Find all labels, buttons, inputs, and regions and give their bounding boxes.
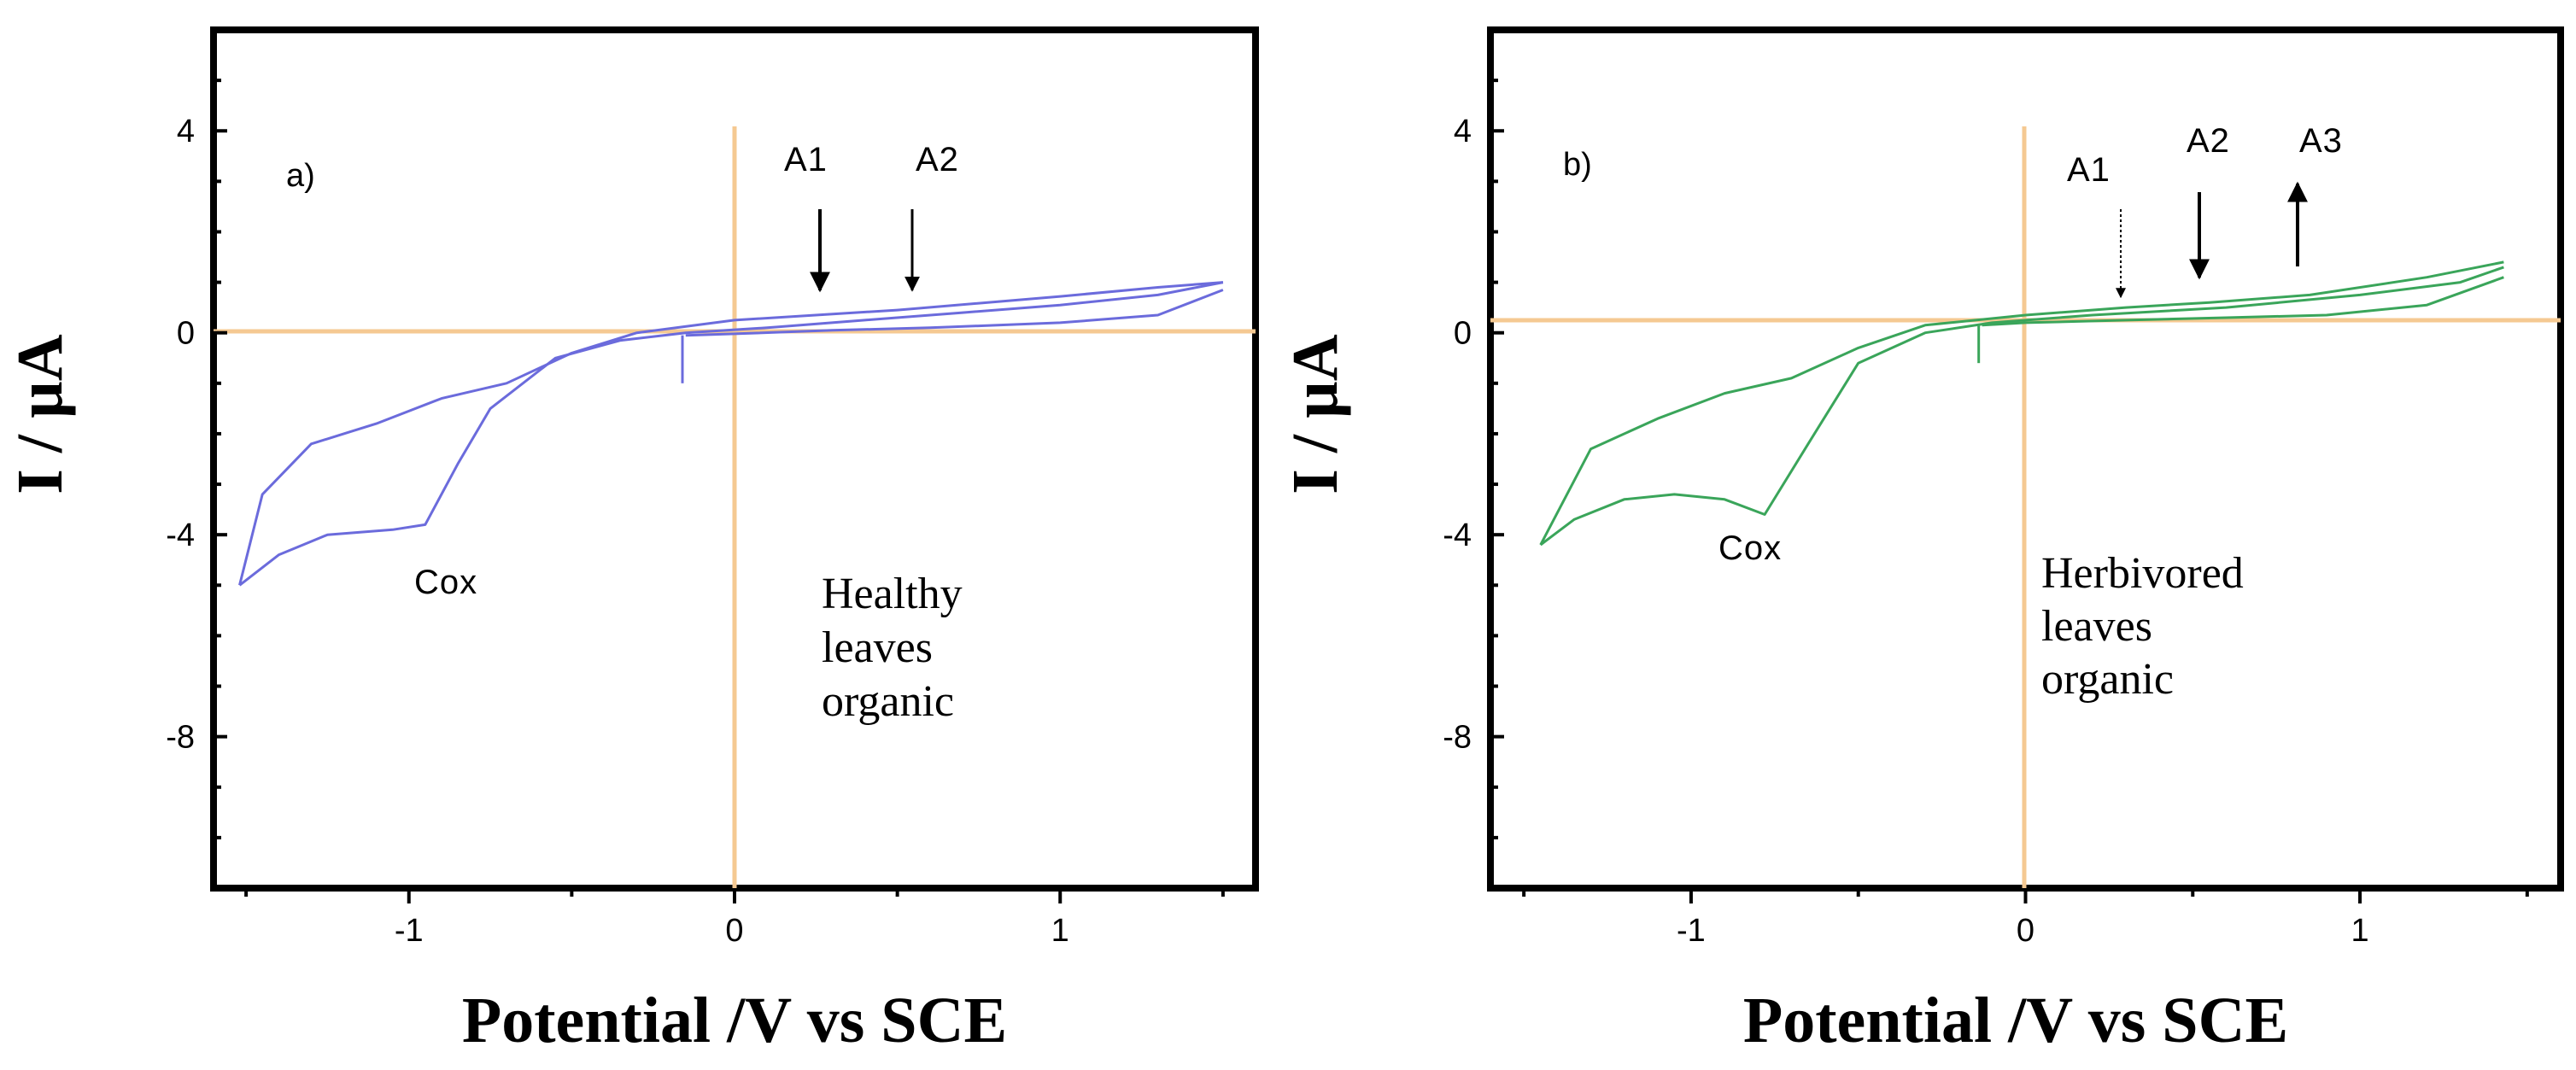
x-tick-label: 0	[725, 913, 743, 949]
peak-label-a2: A2	[2187, 122, 2230, 160]
y-tick-label: 4	[177, 114, 195, 149]
sample-label-line-3: organic	[2041, 655, 2174, 704]
y-axis-title: I / µA	[1279, 334, 1351, 494]
peak-label-a1: A1	[2067, 151, 2111, 189]
panel-b: 4 0 -4 -8 -1 0 1 b) A1 A2 A3 Cox Herbivored le…	[1279, 26, 2564, 1056]
sample-label-line-1: Healthy	[822, 570, 963, 618]
sample-label-line-2: leaves	[822, 623, 933, 672]
sample-label-line-2: leaves	[2041, 602, 2152, 651]
panel-label: b)	[1563, 147, 1592, 183]
panel-a: 4 0 -4 -8 -1 0 1 a) A1 A2 Cox Healthy leaves o…	[4, 26, 1259, 1056]
y-tick-label: -4	[1443, 517, 1472, 553]
x-tick-label: 1	[1051, 913, 1069, 949]
peak-label-cox: Cox	[414, 564, 477, 601]
cv-series-3	[238, 281, 1224, 587]
peak-label-cox: Cox	[1718, 529, 1782, 567]
y-tick-label: -4	[166, 517, 195, 553]
x-tick-label: -1	[1677, 913, 1706, 949]
x-axis-title: Potential /V vs SCE	[1743, 985, 2288, 1056]
zero-reference-lines	[214, 126, 1256, 888]
sample-label-line-3: organic	[822, 677, 954, 726]
axis-ticks: 4 0 -4 -8 -1 0 1	[1443, 28, 2529, 949]
peak-label-a1: A1	[784, 141, 828, 178]
y-tick-label: 0	[177, 316, 195, 352]
cv-series-2	[238, 281, 1224, 586]
peak-label-a2: A2	[916, 141, 959, 178]
panel-label: a)	[286, 158, 315, 194]
sample-label-line-1: Herbivored	[2041, 549, 2244, 598]
cv-series-3	[1539, 266, 2504, 547]
x-tick-label: 1	[2351, 913, 2368, 949]
cv-curve	[238, 281, 1224, 587]
cv-curve	[1539, 260, 2504, 547]
y-tick-label: -8	[1443, 720, 1472, 756]
y-tick-label: -8	[166, 720, 195, 756]
x-axis-title: Potential /V vs SCE	[462, 985, 1007, 1056]
y-tick-label: 4	[1454, 114, 1472, 149]
x-tick-label: -1	[395, 913, 424, 949]
y-tick-label: 0	[1454, 316, 1472, 352]
cv-series-1	[1982, 276, 2504, 327]
cv-series-2	[1539, 260, 2504, 546]
y-axis-title: I / µA	[4, 334, 76, 494]
peak-label-a3: A3	[2299, 122, 2343, 160]
zero-reference-lines	[1490, 126, 2561, 888]
cv-series-1	[685, 289, 1224, 337]
x-tick-label: 0	[2017, 913, 2034, 949]
axis-ticks: 4 0 -4 -8 -1 0 1	[166, 28, 1225, 949]
